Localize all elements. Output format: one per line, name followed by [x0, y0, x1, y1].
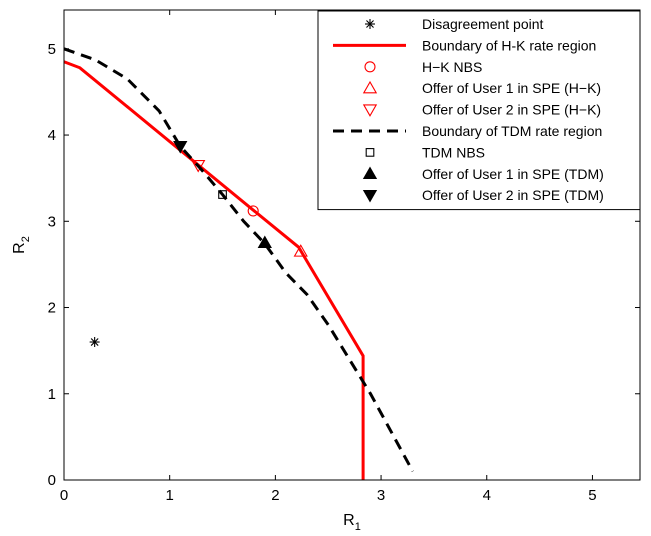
y-axis-label: R2: [11, 236, 32, 254]
hk_offer1-marker-0-shape: [293, 244, 308, 257]
tdm_offer1-marker-0: [257, 235, 272, 249]
legend-label-hk_offer1: Offer of User 1 in SPE (H−K): [422, 80, 601, 96]
hk_offer1-marker-0: [293, 244, 308, 257]
disagreement-marker-0: [89, 337, 100, 348]
legend-label-tdm_offer2: Offer of User 2 in SPE (TDM): [422, 187, 604, 203]
legend-swatch-hk_nbs: [364, 61, 376, 73]
x-axis-label: R1: [343, 512, 361, 533]
x-tick-label-4: 4: [483, 487, 491, 504]
legend: Disagreement point Boundary of H-K rate r…: [317, 10, 641, 211]
legend-swatch-tdm_offer2: [362, 190, 378, 203]
hk_offer2-marker-0-shape: [191, 160, 206, 173]
legend-label-tdm_boundary: Boundary of TDM rate region: [422, 123, 602, 139]
y-tick-label-3: 3: [48, 213, 56, 230]
legend-label-hk_offer2: Offer of User 2 in SPE (H−K): [422, 102, 601, 118]
legend-entry-tdm_offer2: Offer of User 2 in SPE (TDM): [362, 187, 604, 203]
tdm_offer1-marker-0-shape: [257, 235, 272, 249]
y-tick-label-5: 5: [48, 41, 56, 58]
hk_nbs-marker-0: [247, 205, 259, 217]
tdm_nbs-marker-0-shape: [218, 190, 227, 199]
legend-label-hk_nbs: H−K NBS: [422, 59, 482, 75]
legend-swatch-tdm_nbs-shape: [365, 148, 375, 157]
legend-swatch-tdm_offer1: [362, 166, 378, 179]
legend-swatch-tdm_offer2-shape: [362, 190, 378, 203]
axes-frame: [63, 9, 641, 481]
y-axis-label-group: R2: [11, 236, 32, 254]
legend-swatch-hk_offer1-shape: [362, 80, 378, 94]
legend-swatch-hk_offer2: [362, 104, 378, 117]
tdm_boundary-line: [63, 47, 415, 473]
x-tick-label-3: 3: [377, 487, 385, 504]
series-layer: [63, 47, 415, 480]
x-tick-label-2: 2: [271, 487, 279, 504]
x-tick-label-5: 5: [588, 487, 596, 504]
hk_boundary-line: [63, 60, 365, 480]
y-tick-label-1: 1: [48, 386, 56, 403]
legend-entry-disagreement: Disagreement point: [365, 16, 544, 32]
disagreement-marker-0-stroke: [90, 338, 99, 346]
legend-swatch-disagreement-stroke: [366, 20, 374, 28]
legend-entry-hk_nbs: H−K NBS: [364, 59, 482, 75]
y-tick-label-4: 4: [48, 127, 56, 144]
legend-swatch-hk_offer2-shape: [362, 104, 378, 117]
legend-label-tdm_nbs: TDM NBS: [422, 144, 485, 160]
x-tick-label-1: 1: [166, 487, 174, 504]
legend-label-disagreement: Disagreement point: [422, 16, 544, 32]
legend-swatch-disagreement: [365, 19, 375, 29]
hk_offer2-marker-0: [191, 160, 206, 173]
axes-layer: [63, 9, 641, 481]
legend-swatch-hk_nbs-shape: [364, 61, 376, 73]
tdm_offer2-marker-0: [173, 141, 188, 154]
legend-entry-tdm_boundary: Boundary of TDM rate region: [333, 123, 602, 139]
hk_nbs-marker-0-shape: [247, 205, 259, 217]
legend-swatch-tdm_nbs: [365, 148, 375, 157]
legend-entry-hk_offer2: Offer of User 2 in SPE (H−K): [362, 102, 601, 118]
legend-label-hk_boundary: Boundary of H-K rate region: [422, 37, 596, 53]
legend-entry-hk_offer1: Offer of User 1 in SPE (H−K): [362, 80, 601, 96]
y-tick-label-2: 2: [48, 300, 56, 317]
tick-labels: 0 1 2 3 4 5 0 1 2 3 4 5: [48, 41, 597, 504]
x-tick-label-0: 0: [60, 487, 68, 504]
legend-swatch-tdm_offer1-shape: [362, 166, 378, 179]
legend-entry-tdm_nbs: TDM NBS: [365, 144, 485, 160]
legend-entry-hk_boundary: Boundary of H-K rate region: [333, 37, 596, 53]
tdm_nbs-marker-0: [218, 190, 227, 199]
legend-swatch-hk_offer1: [362, 80, 378, 94]
legend-entry-tdm_offer1: Offer of User 1 in SPE (TDM): [362, 166, 604, 182]
y-tick-label-0: 0: [48, 472, 56, 489]
tdm_offer2-marker-0-shape: [173, 141, 188, 154]
legend-label-tdm_offer1: Offer of User 1 in SPE (TDM): [422, 166, 604, 182]
